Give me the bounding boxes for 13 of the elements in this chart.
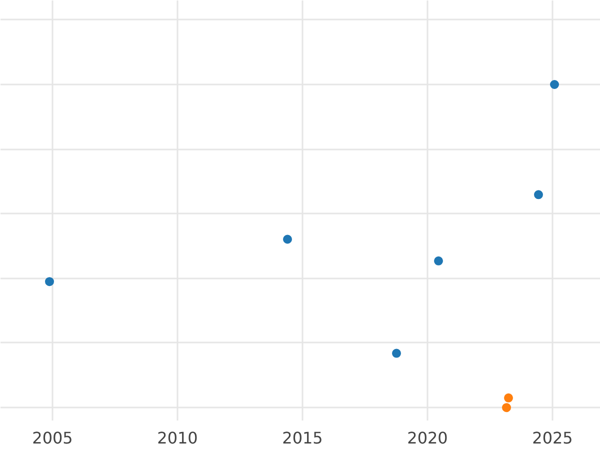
point — [283, 234, 292, 244]
x-tick-label: 2020 — [407, 428, 448, 448]
point — [392, 348, 401, 358]
point — [550, 80, 559, 89]
point — [434, 256, 443, 266]
point — [534, 190, 543, 200]
point — [502, 403, 511, 412]
x-tick-label: 2010 — [157, 428, 198, 448]
x-tick-label: 2005 — [32, 428, 73, 448]
point — [45, 277, 54, 286]
x-tick-label: 2025 — [532, 428, 573, 448]
point — [504, 393, 513, 402]
x-tick-label: 2015 — [282, 428, 323, 448]
